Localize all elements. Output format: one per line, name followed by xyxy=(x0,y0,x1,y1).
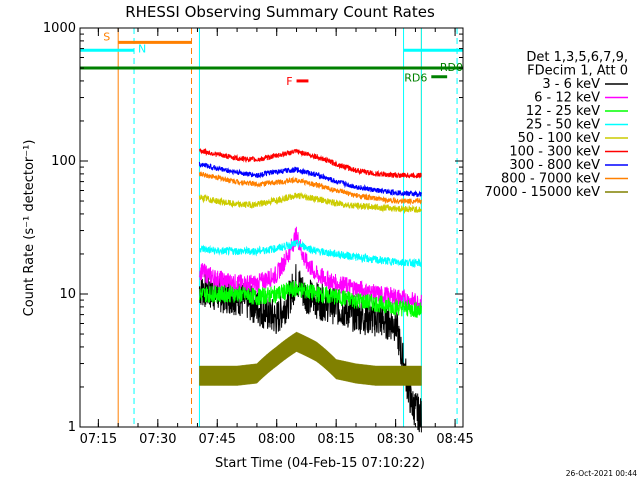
plot-area: S N F RD0 RD6 xyxy=(79,28,463,433)
series-trace-800-7000kev xyxy=(198,171,422,206)
y-tick-label: 100 xyxy=(51,154,76,169)
series-trace-25-50kev xyxy=(198,239,422,269)
legend-entry-label: 25 - 50 keV xyxy=(526,118,600,133)
y-axis-label: Count Rate (s⁻¹ detector⁻¹) xyxy=(22,140,37,317)
y-tick-label: 10 xyxy=(59,287,76,302)
legend-entry-label: 100 - 300 keV xyxy=(509,145,600,160)
legend-entry-label: 800 - 7000 keV xyxy=(501,172,600,187)
flag-label-s: S xyxy=(103,30,110,43)
series-trace-3-6kev xyxy=(198,264,422,433)
flag-label-rd0: RD0 xyxy=(440,61,463,74)
flag-label-n: N xyxy=(138,42,146,55)
legend-header-line: Det 1,3,5,6,7,9, xyxy=(526,50,628,65)
x-tick-label: 07:30 xyxy=(139,432,176,447)
legend-entry-label: 7000 - 15000 keV xyxy=(485,185,601,200)
legend-entry-label: 6 - 12 keV xyxy=(534,91,600,106)
timestamp: 26-Oct-2021 00:44 xyxy=(566,469,637,478)
flag-label-f: F xyxy=(286,75,292,88)
legend-entry-label: 50 - 100 keV xyxy=(518,131,601,146)
legend-entry-label: 300 - 800 keV xyxy=(509,158,600,173)
series-trace-300-800kev xyxy=(198,161,422,197)
x-tick-label: 08:00 xyxy=(258,432,295,447)
axes: 07:15 07:30 07:45 08:00 08:15 08:30 08:45 1 10 10… xyxy=(43,21,474,447)
flag-label-rd6: RD6 xyxy=(404,72,427,85)
x-tick-label: 07:15 xyxy=(80,432,117,447)
legend-entry-label: 12 - 25 keV xyxy=(526,104,600,119)
legend-entry-label: 3 - 6 keV xyxy=(542,77,600,92)
y-tick-label: 1000 xyxy=(43,21,76,36)
x-tick-label: 08:45 xyxy=(436,432,473,447)
x-tick-label: 08:15 xyxy=(317,432,354,447)
chart-title: RHESSI Observing Summary Count Rates xyxy=(125,3,435,21)
series-trace-100-300kev xyxy=(199,147,422,179)
legend: Det 1,3,5,6,7,9,FDecim 1, Att 03 - 6 keV… xyxy=(485,50,628,200)
x-axis-label: Start Time (04-Feb-15 07:10:22) xyxy=(215,456,425,471)
series-trace-12-25kev xyxy=(198,280,422,319)
x-tick-label: 07:45 xyxy=(199,432,236,447)
x-tick-label: 08:30 xyxy=(377,432,414,447)
series-trace-7000-15000-kev xyxy=(199,331,422,386)
plot-frame xyxy=(79,27,464,428)
y-tick-label: 1 xyxy=(68,420,76,435)
legend-header-line: FDecim 1, Att 0 xyxy=(527,64,628,79)
series-trace-50-100kev xyxy=(198,191,422,215)
